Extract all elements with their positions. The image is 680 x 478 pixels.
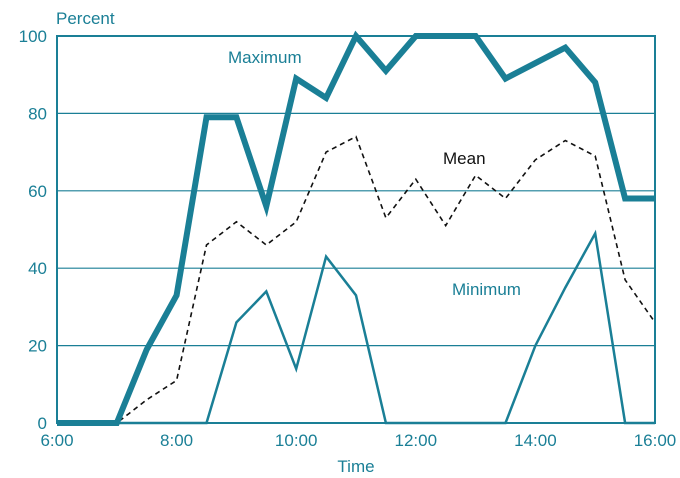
x-tick-labels: 6:00 8:00 10:00 12:00 14:00 16:00 [40, 431, 676, 450]
x-tick-label: 8:00 [160, 431, 193, 450]
y-tick-label: 40 [28, 259, 47, 278]
x-tick-label: 10:00 [275, 431, 318, 450]
y-tick-labels: 0 20 40 60 80 100 [19, 27, 47, 433]
y-tick-label: 20 [28, 337, 47, 356]
y-tick-label: 0 [38, 414, 47, 433]
grid-lines [57, 112, 655, 347]
y-tick-label: 80 [28, 104, 47, 123]
series-lines [57, 30, 656, 426]
x-tick-label: 16:00 [634, 431, 677, 450]
y-tick-label: 60 [28, 182, 47, 201]
y-axis-title: Percent [56, 9, 115, 28]
series-line-mean [57, 135, 656, 424]
series-label-maximum: Maximum [228, 48, 302, 67]
x-tick-label: 6:00 [40, 431, 73, 450]
x-tick-label: 14:00 [514, 431, 557, 450]
series-label-mean: Mean [443, 149, 486, 168]
series-line-maximum [57, 30, 655, 426]
y-tick-label: 100 [19, 27, 47, 46]
plot-frame [56, 35, 656, 424]
series-line-minimum [57, 229, 655, 425]
x-axis-title: Time [337, 457, 374, 476]
x-tick-label: 12:00 [395, 431, 438, 450]
series-label-minimum: Minimum [452, 280, 521, 299]
